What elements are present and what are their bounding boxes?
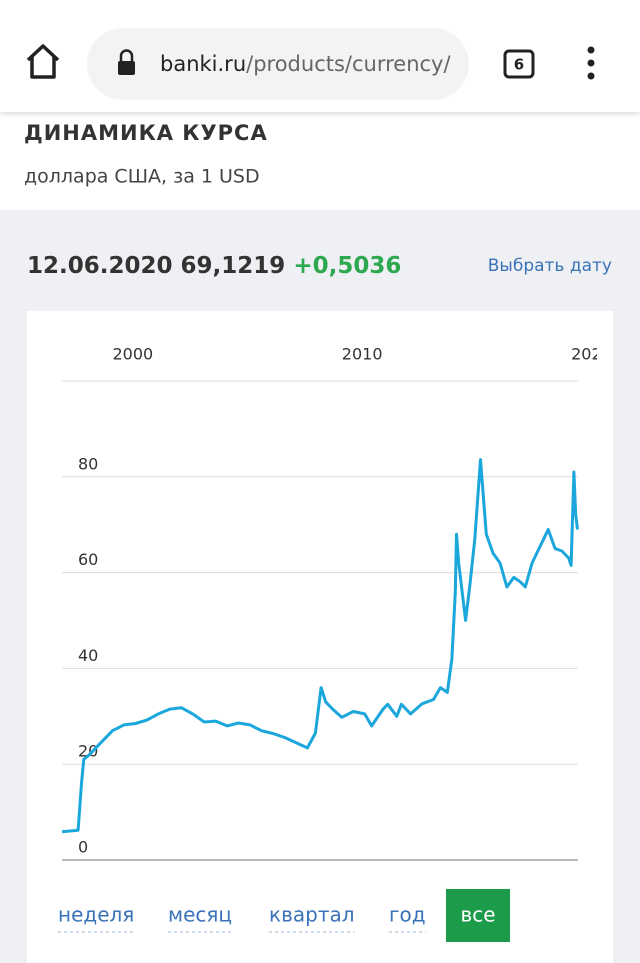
section-subtitle: доллара США, за 1 USD: [24, 166, 260, 188]
menu-dot[interactable]: [587, 46, 595, 54]
lock-shackle: [119, 49, 134, 61]
period-button[interactable]: неделя: [58, 903, 134, 927]
y-tick-label: 0: [78, 838, 88, 857]
tab-count: 6: [514, 56, 524, 74]
lock-icon: [118, 61, 135, 75]
period-button[interactable]: месяц: [168, 903, 232, 927]
y-tick-label: 20: [78, 742, 98, 761]
period-button[interactable]: квартал: [269, 903, 355, 927]
y-tick-label: 40: [78, 646, 98, 665]
url-path: /products/currency/: [246, 52, 451, 76]
chart: 0 20 40 60 80 2000 2010 2020: [61, 345, 612, 861]
home-icon[interactable]: [26, 44, 60, 79]
x-tick-label: 2010: [342, 345, 383, 364]
y-tick-label: 60: [78, 550, 98, 569]
rate-line: 12.06.2020 69,1219 +0,5036: [27, 253, 401, 279]
x-tick-label: 2000: [112, 345, 153, 364]
rate-value: 69,1219: [181, 253, 286, 279]
pick-date-link[interactable]: Выбрать дату: [488, 256, 612, 276]
rate-line: [61, 458, 579, 834]
y-tick-label: 80: [78, 454, 98, 473]
period-button[interactable]: все: [460, 903, 495, 927]
section-title: ДИНАМИКА КУРСА: [24, 121, 268, 145]
menu-dot[interactable]: [587, 72, 595, 80]
tab-switcher[interactable]: [503, 49, 535, 79]
url-box[interactable]: [87, 28, 469, 100]
period-button-active[interactable]: [446, 889, 510, 942]
url-host: banki.ru: [160, 52, 246, 76]
x-tick-label: 2020: [571, 345, 612, 364]
menu-dot[interactable]: [587, 59, 595, 67]
period-selector: неделя месяц квартал год все: [58, 889, 510, 942]
period-button[interactable]: год: [389, 903, 426, 927]
chart-card: [27, 311, 613, 963]
rate-change: +0,5036: [293, 253, 401, 279]
rate-date: 12.06.2020: [27, 253, 173, 279]
url: banki.ru/products/currency/: [160, 52, 451, 76]
